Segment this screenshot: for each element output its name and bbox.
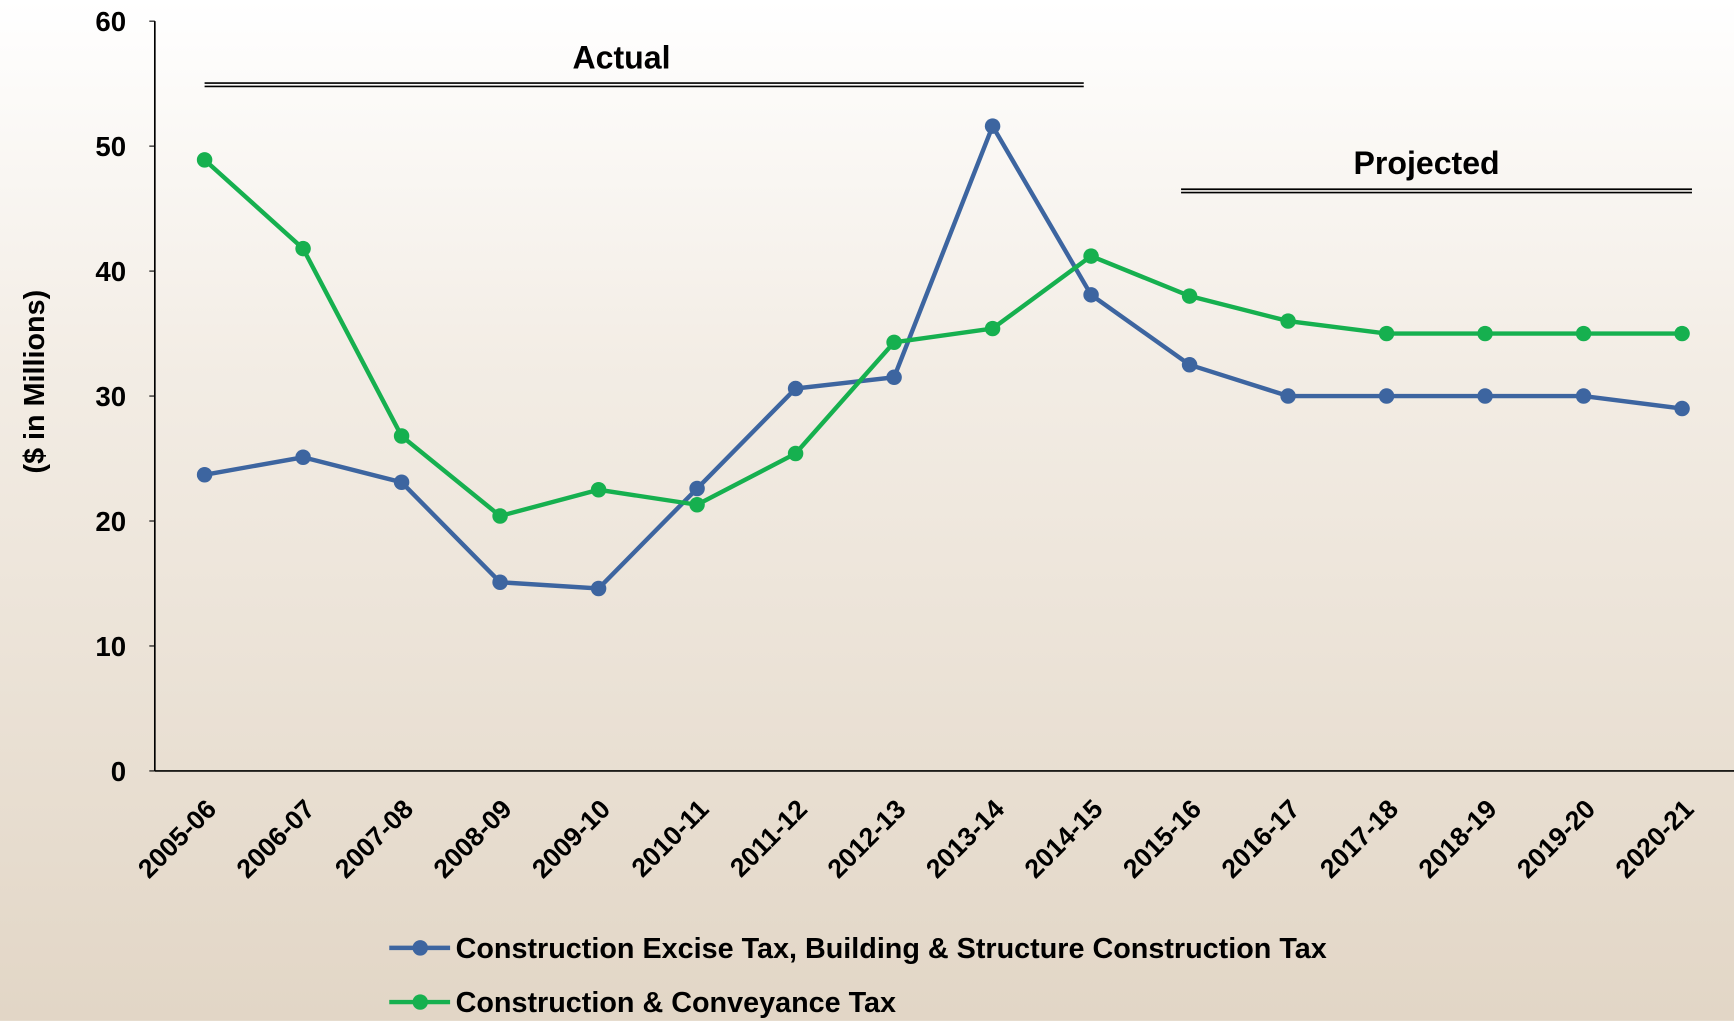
annotation: Projected: [1354, 145, 1500, 181]
y-tick-label: 30: [95, 381, 126, 412]
data-point: [1575, 388, 1592, 404]
data-point: [1674, 325, 1690, 342]
y-tick-label: 60: [95, 6, 126, 37]
data-point: [196, 152, 213, 168]
y-tick-label: 10: [95, 631, 126, 662]
data-point: [1280, 313, 1296, 329]
data-point: [886, 334, 902, 351]
legend-label: Construction Excise Tax, Building & Stru…: [456, 933, 1327, 965]
data-point: [984, 118, 1001, 134]
data-point: [1575, 325, 1592, 342]
data-point: [1280, 388, 1296, 404]
data-point: [590, 482, 607, 498]
legend-marker: [412, 994, 428, 1010]
data-point: [1181, 288, 1198, 304]
y-tick-label: 40: [95, 256, 126, 287]
data-point: [1674, 400, 1690, 417]
data-point: [393, 474, 410, 491]
legend-label: Construction & Conveyance Tax: [456, 987, 896, 1019]
data-point: [295, 449, 311, 466]
data-point: [492, 574, 508, 590]
data-point: [886, 369, 902, 386]
y-tick-label: 0: [111, 756, 126, 787]
y-tick-label: 50: [95, 131, 126, 162]
y-axis-label: ($ in Millions): [19, 290, 51, 474]
data-point: [1378, 388, 1395, 404]
data-point: [984, 320, 1001, 337]
data-point: [196, 467, 213, 483]
data-point: [590, 580, 607, 597]
data-point: [1477, 325, 1493, 342]
data-point: [1083, 287, 1099, 303]
annotation: Actual: [572, 40, 670, 76]
data-point: [689, 480, 705, 497]
data-point: [1477, 388, 1493, 404]
data-point: [787, 445, 804, 462]
data-point: [1378, 325, 1395, 342]
data-point: [492, 508, 508, 524]
y-tick-label: 20: [95, 506, 126, 537]
series-line: [204, 121, 1683, 591]
data-point: [1083, 248, 1099, 264]
data-point: [1181, 357, 1198, 373]
series-line: [203, 158, 1683, 519]
data-point: [787, 380, 804, 397]
legend-marker: [412, 940, 428, 956]
data-point: [295, 240, 311, 257]
data-point: [689, 497, 705, 513]
data-point: [393, 428, 410, 444]
